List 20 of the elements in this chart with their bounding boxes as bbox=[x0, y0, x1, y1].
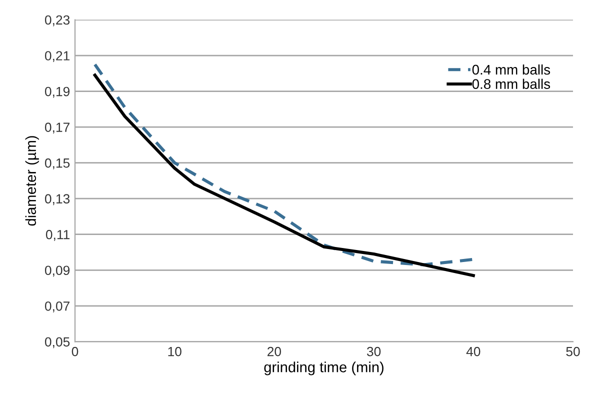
y-tick-label: 0,13 bbox=[44, 194, 70, 206]
y-tick-label: 0,17 bbox=[44, 122, 70, 134]
y-tick-label: 0,11 bbox=[46, 230, 70, 241]
legend-label: 0.8 mm balls bbox=[472, 78, 550, 89]
x-axis-title: grinding time (min) bbox=[264, 362, 384, 376]
y-axis-title: diameter (µm) bbox=[25, 136, 39, 226]
y-tick-label: 0,15 bbox=[44, 158, 70, 170]
x-tick-label: 20 bbox=[268, 346, 282, 356]
y-tick-label: 0,05 bbox=[44, 337, 70, 348]
x-tick-label: 30 bbox=[366, 346, 381, 356]
x-tick-label: 50 bbox=[566, 346, 580, 356]
x-tick-label: 0 bbox=[72, 346, 78, 356]
x-tick-label: 40 bbox=[466, 346, 480, 356]
y-tick-label: 0,09 bbox=[44, 266, 70, 277]
x-tick-label: 10 bbox=[168, 346, 182, 356]
y-tick-label: 0,19 bbox=[44, 86, 70, 98]
y-tick-label: 0,23 bbox=[44, 15, 70, 26]
y-tick-label: 0,07 bbox=[44, 301, 70, 312]
y-tick-label: 0,21 bbox=[44, 51, 70, 62]
legend-label: 0.4 mm balls bbox=[472, 64, 550, 75]
